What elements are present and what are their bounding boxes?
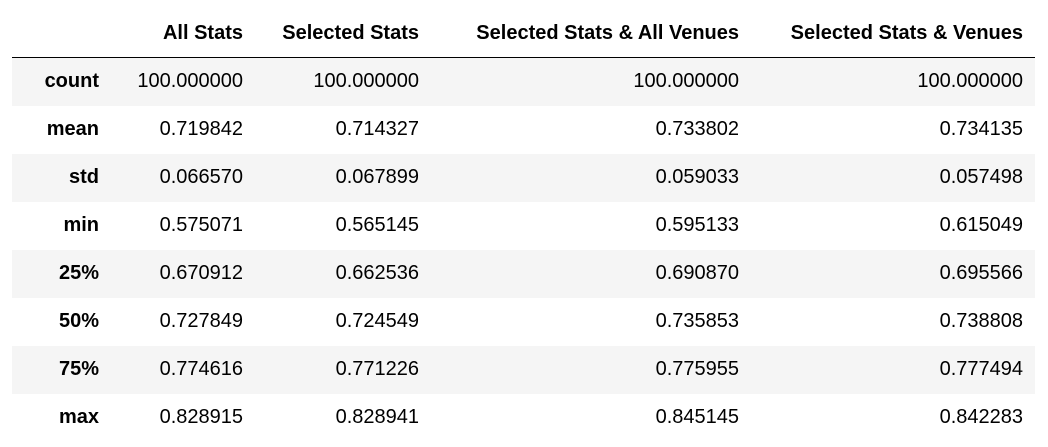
- cell-value: 0.719842: [159, 118, 243, 140]
- table-row: std 0.066570 0.067899 0.059033 0.057498: [12, 153, 1035, 202]
- header-row: All Stats Selected Stats Selected Stats …: [12, 9, 1035, 58]
- cell-value: 0.670912: [159, 262, 243, 284]
- row-label: count: [44, 70, 99, 93]
- table-row: 50% 0.727849 0.724549 0.735853 0.738808: [12, 297, 1035, 346]
- cell-value: 0.828941: [335, 406, 419, 428]
- cell-value: 0.733802: [655, 118, 739, 140]
- cell-value: 0.734135: [939, 118, 1023, 140]
- cell-value: 0.777494: [939, 358, 1023, 380]
- header-selected-stats-all-venues: Selected Stats & All Venues: [431, 9, 751, 58]
- cell-value: 100.000000: [633, 70, 739, 93]
- cell-value: 0.771226: [335, 358, 419, 380]
- table-header: All Stats Selected Stats Selected Stats …: [12, 9, 1035, 58]
- cell-value: 0.066570: [159, 166, 243, 188]
- row-label: max: [58, 406, 99, 428]
- row-label: 25%: [58, 262, 99, 284]
- cell-value: 0.595133: [655, 214, 739, 236]
- header-selected-stats-venues: Selected Stats & Venues: [751, 9, 1035, 58]
- cell-value: 0.067899: [335, 166, 419, 188]
- row-label: 75%: [58, 358, 99, 380]
- table-row: 75% 0.774616 0.771226 0.775955 0.777494: [12, 345, 1035, 394]
- cell-value: 0.724549: [335, 310, 419, 332]
- cell-value: 0.738808: [939, 310, 1023, 332]
- row-label: mean: [46, 118, 99, 140]
- row-label: 50%: [58, 310, 99, 332]
- cell-value: 100.000000: [917, 70, 1023, 93]
- table-body: count 100.000000 100.000000 100.000000 1…: [12, 57, 1035, 442]
- table-row: max 0.828915 0.828941 0.845145 0.842283: [12, 393, 1035, 442]
- cell-value: 0.828915: [159, 406, 243, 428]
- row-label: std: [69, 166, 99, 188]
- cell-value: 0.695566: [939, 262, 1023, 284]
- cell-value: 0.565145: [335, 214, 419, 236]
- header-index: [12, 9, 111, 58]
- cell-value: 100.000000: [137, 70, 243, 93]
- table-row: min 0.575071 0.565145 0.595133 0.615049: [12, 201, 1035, 250]
- cell-value: 0.727849: [159, 310, 243, 332]
- cell-value: 0.575071: [159, 214, 243, 236]
- table-row: 25% 0.670912 0.662536 0.690870 0.695566: [12, 249, 1035, 298]
- cell-value: 0.059033: [655, 166, 739, 188]
- cell-value: 0.690870: [655, 262, 739, 284]
- cell-value: 0.662536: [335, 262, 419, 284]
- header-selected-stats: Selected Stats: [255, 9, 431, 58]
- cell-value: 0.615049: [939, 214, 1023, 236]
- row-label: min: [63, 214, 99, 236]
- cell-value: 100.000000: [313, 70, 419, 93]
- cell-value: 0.845145: [655, 406, 739, 428]
- cell-value: 0.714327: [335, 118, 419, 140]
- table-row: mean 0.719842 0.714327 0.733802 0.734135: [12, 105, 1035, 154]
- cell-value: 0.842283: [939, 406, 1023, 428]
- table-row: count 100.000000 100.000000 100.000000 1…: [12, 57, 1035, 106]
- cell-value: 0.735853: [655, 310, 739, 332]
- describe-table: All Stats Selected Stats Selected Stats …: [12, 9, 1035, 442]
- cell-value: 0.774616: [159, 358, 243, 380]
- cell-value: 0.057498: [939, 166, 1023, 188]
- header-all-stats: All Stats: [111, 9, 255, 58]
- cell-value: 0.775955: [655, 358, 739, 380]
